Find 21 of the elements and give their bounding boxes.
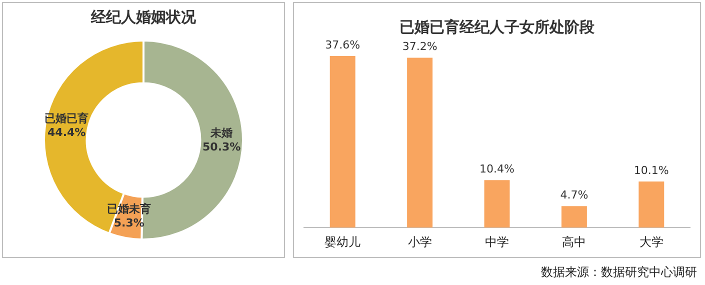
data-label: 10.1% [634,164,669,177]
x-tick-label: 中学 [485,234,509,249]
chart-title: 经纪人婚姻状况 [90,8,197,26]
data-label: 37.6% [325,38,360,52]
bar [561,206,587,228]
x-tick-label: 婴幼儿 [324,234,361,249]
x-tick-label: 高中 [562,234,586,249]
bar [407,58,433,228]
data-label: 4.7% [560,188,588,202]
chart-title: 已婚已育经纪人子女所处阶段 [400,18,596,36]
data-label: 10.4% [480,162,514,176]
data-label: 50.3% [202,140,241,154]
x-tick-label: 小学 [408,234,432,249]
source-note: 数据来源：数据研究中心调研 [541,264,697,281]
x-tick-label: 大学 [639,234,664,249]
slice-label: 未婚 [210,126,233,140]
bar [330,56,356,228]
bar [484,180,510,228]
bar [638,181,664,228]
data-label: 37.2% [402,40,438,54]
data-label: 44.4% [48,126,86,140]
